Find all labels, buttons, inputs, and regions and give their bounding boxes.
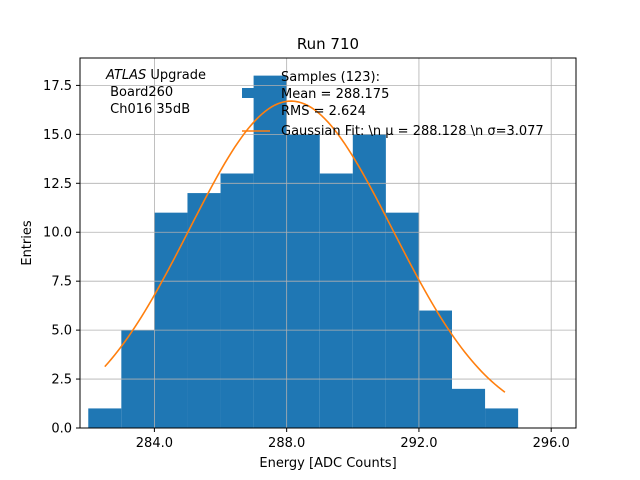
atlas-annotation: ATLAS Upgrade Board260 Ch016 35dB — [105, 68, 206, 117]
histogram-bar — [220, 173, 254, 428]
annotation-line-1: ATLAS Upgrade — [105, 68, 206, 83]
y-tick-label: 15.0 — [43, 128, 72, 143]
legend-label-samples: RMS = 2.624 — [281, 104, 366, 119]
fit-layer — [104, 100, 506, 393]
ticks-layer: 284.0 288.0 292.0 296.0 0.0 2.5 5.0 7.5 10.0 12.5… — [43, 79, 570, 451]
y-tick-label: 10.0 — [43, 226, 72, 241]
histogram-bar — [88, 408, 122, 428]
y-tick-label: 12.5 — [43, 177, 72, 192]
y-tick-label: 0.0 — [51, 422, 72, 437]
grid-layer — [80, 58, 576, 429]
chart-title: Run 710 — [297, 35, 359, 53]
legend-label-samples: Mean = 288.175 — [281, 87, 389, 102]
x-axis-title: Energy [ADC Counts] — [259, 456, 396, 471]
x-tick-label: 296.0 — [533, 436, 570, 451]
annotation-line-3: Ch016 35dB — [106, 102, 190, 117]
gaussian-fit-line — [104, 100, 506, 393]
x-tick-label: 292.0 — [400, 436, 437, 451]
histogram-bar — [485, 408, 519, 428]
y-tick-label: 5.0 — [51, 324, 72, 339]
y-tick-label: 17.5 — [43, 79, 72, 94]
x-tick-label: 288.0 — [268, 436, 305, 451]
y-axis-title: Entries — [20, 220, 35, 266]
histogram-bar — [187, 193, 221, 428]
histogram-bar — [154, 212, 188, 428]
histogram-bar — [452, 388, 486, 428]
histogram-bar — [385, 212, 419, 428]
legend-swatch-samples — [242, 88, 270, 98]
y-tick-label: 2.5 — [51, 373, 72, 388]
histogram-bar — [319, 173, 353, 428]
annotation-atlas: ATLAS — [105, 68, 146, 83]
annotation-line-2: Board260 — [106, 85, 173, 100]
x-tick-label: 284.0 — [136, 436, 173, 451]
legend-label-fit: Gaussian Fit: \n μ = 288.128 \n σ=3.077 — [281, 124, 544, 139]
plot-frame — [79, 57, 577, 429]
annotation-upgrade: Upgrade — [146, 68, 206, 83]
legend: Samples (123): Mean = 288.175 RMS = 2.62… — [242, 70, 544, 139]
y-tick-label: 7.5 — [51, 275, 72, 290]
legend-label-samples: Samples (123): — [281, 70, 380, 85]
